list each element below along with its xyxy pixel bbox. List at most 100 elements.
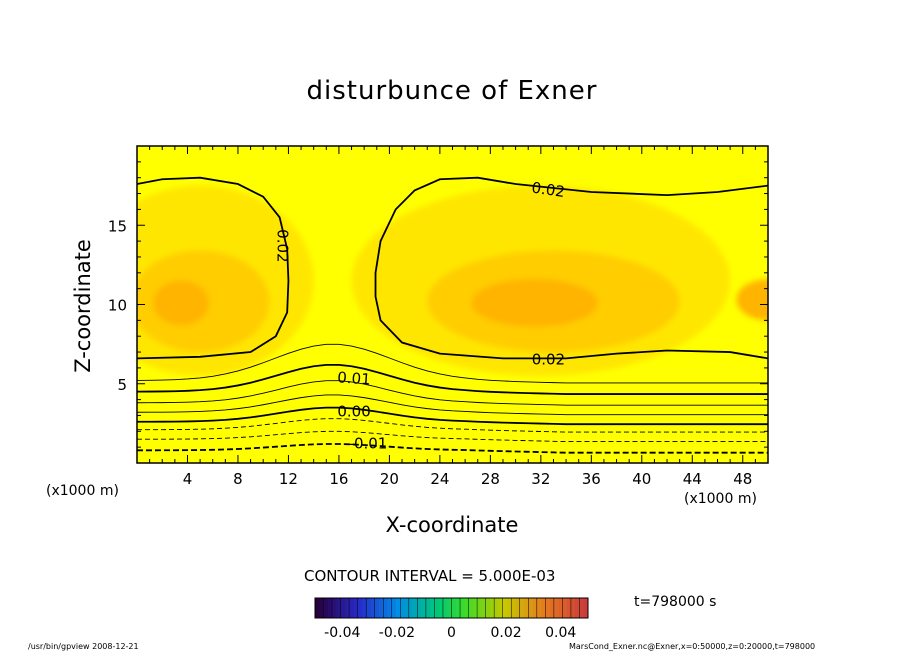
colorbar-cell: [532, 598, 538, 618]
colorbar-tick-label: 0.04: [545, 625, 576, 641]
colorbar-cell: [353, 598, 358, 618]
contour-line: [137, 343, 768, 384]
colorbar-cell: [438, 598, 444, 618]
colorbar-cell: [344, 598, 350, 618]
colorbar-frame: [314, 597, 589, 619]
colorbar-cell: [536, 598, 542, 618]
colorbar-cell: [575, 598, 580, 618]
footer-left: /usr/bin/gpview 2008-12-21: [28, 642, 139, 651]
colorbar-cell: [489, 598, 495, 618]
colorbar-cell: [511, 598, 516, 618]
colorbar-cell: [519, 598, 525, 618]
contour-line: [137, 418, 768, 433]
colorbar-cell: [408, 598, 414, 618]
contour-line: [137, 380, 768, 406]
contour-interval: CONTOUR INTERVAL = 5.000E-03: [304, 567, 556, 585]
y-axis: 5 10 15: [108, 145, 768, 464]
x-unit-right: (x1000 m): [684, 491, 757, 507]
x-tick-label: 4: [183, 470, 193, 488]
colorbar-cell: [315, 598, 320, 618]
x-axis-label: X-coordinate: [385, 513, 519, 537]
colorbar-cell: [558, 598, 563, 618]
colorbar-cell: [430, 598, 435, 618]
colorbar-cell: [404, 598, 410, 618]
colorbar-cell: [451, 598, 457, 618]
colorbar-cell: [528, 598, 533, 618]
colorbar-cell: [464, 598, 469, 618]
colorbar-cell: [524, 598, 529, 618]
footer-right: MarsCond_Exner.nc@Exner,x=0:50000,z=0:20…: [569, 642, 816, 651]
contour-labels: 0.02 0.02 0.02 0.01 0.00 -0.01: [273, 179, 566, 453]
contour-line: [137, 394, 768, 416]
colorbar-cell: [361, 598, 367, 618]
x-tick-label: 32: [531, 470, 550, 488]
colorbar-cell: [442, 598, 448, 618]
contour-label: 0.01: [337, 368, 372, 388]
contour-label: 0.02: [273, 229, 291, 262]
contour-label: -0.01: [349, 434, 388, 452]
colorbar-cell: [396, 598, 401, 618]
colorbar-cell: [455, 598, 461, 618]
x-axis: 4 8 12 16 20 24 28 32 36 40 44 48: [136, 146, 769, 488]
colorbar-cell: [566, 598, 572, 618]
chart-title: disturbunce of Exner: [306, 76, 598, 106]
colorbar-tick-label: 0: [447, 625, 456, 641]
colorbar-cell: [413, 598, 418, 618]
colorbar-cell: [349, 598, 354, 618]
y-tick-label: 5: [117, 376, 127, 394]
colorbar-cell: [477, 598, 482, 618]
colorbar-cell: [417, 598, 422, 618]
contour-line: [137, 430, 768, 443]
contour-line: [137, 364, 768, 395]
colorbar-cell: [434, 598, 440, 618]
shade-lobe: [153, 280, 209, 326]
x-tick-label: 44: [683, 470, 702, 488]
colorbar-cell: [515, 598, 521, 618]
shade-lobe: [471, 279, 598, 327]
shade-lobe: [736, 279, 768, 321]
contour-label: 0.02: [530, 179, 566, 201]
x-tick-label: 8: [233, 470, 243, 488]
colorbar-cell: [472, 598, 478, 618]
colorbar-cell: [506, 598, 512, 618]
colorbar-cell: [549, 598, 555, 618]
colorbar-cell: [468, 598, 474, 618]
colorbar-cell: [545, 598, 550, 618]
colorbar-cell: [383, 598, 388, 618]
y-tick-label: 15: [108, 217, 127, 235]
contour-line: [374, 176, 768, 360]
x-tick-label: 24: [430, 470, 449, 488]
x-unit-left: (x1000 m): [46, 483, 119, 499]
colorbar-tick-label: -0.02: [379, 625, 415, 641]
colorbar-cell: [378, 598, 384, 618]
colorbar-cell: [357, 598, 363, 618]
colorbar-cell: [579, 598, 585, 618]
contour-label: 0.00: [337, 403, 370, 421]
colorbar-cell: [421, 598, 427, 618]
colorbar-cell: [336, 598, 341, 618]
colorbar-cell: [323, 598, 329, 618]
colorbar-cell: [366, 598, 371, 618]
colorbar-cell: [332, 598, 337, 618]
x-tick-label: 40: [632, 470, 651, 488]
colorbar: -0.04 -0.02 0 0.02 0.04: [314, 597, 589, 641]
colorbar-cell: [562, 598, 567, 618]
shade-corridor: [301, 146, 377, 206]
x-tick-label: 16: [329, 470, 348, 488]
colorbar-cell: [570, 598, 576, 618]
colorbar-tick-label: 0.02: [491, 625, 522, 641]
y-tick-label: 10: [108, 297, 127, 315]
x-tick-label: 36: [582, 470, 601, 488]
contour-label: 0.02: [532, 350, 565, 368]
x-tick-label: 28: [481, 470, 500, 488]
x-tick-label: 12: [279, 470, 298, 488]
colorbar-cell: [340, 598, 346, 618]
colorbar-cell: [425, 598, 431, 618]
y-axis-label: Z-coordinate: [71, 239, 95, 373]
contour-line: [137, 406, 768, 426]
colorbar-cell: [553, 598, 559, 618]
contour-line: [137, 176, 290, 360]
colorbar-cell: [502, 598, 508, 618]
colorbar-cell: [541, 598, 546, 618]
